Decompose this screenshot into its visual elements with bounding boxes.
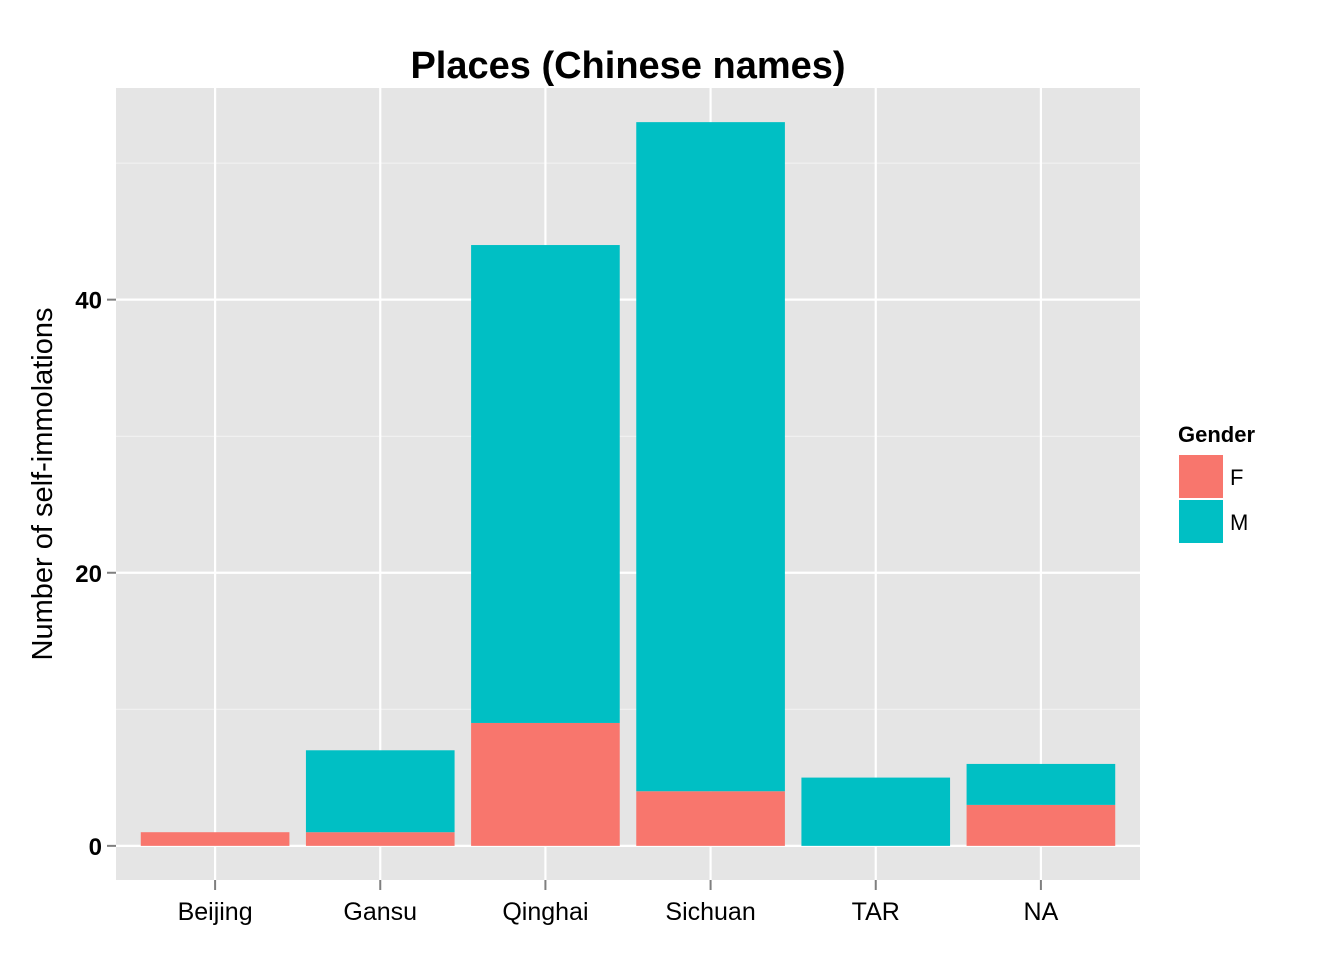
legend-label-m: M — [1230, 510, 1248, 535]
bar-m-sichuan — [636, 122, 785, 792]
y-tick-label: 40 — [75, 288, 102, 315]
legend: Gender FM — [1177, 422, 1255, 545]
bars — [140, 122, 1116, 846]
chart-title: Places (Chinese names) — [410, 45, 845, 87]
panel-background — [116, 88, 1140, 880]
legend-key-m — [1177, 498, 1225, 545]
x-tick-label: Gansu — [343, 898, 417, 926]
legend-title: Gender — [1178, 422, 1255, 447]
x-tick-label: Sichuan — [665, 898, 755, 926]
x-axis: Beijing Gansu Qinghai Sichuan TAR NA — [178, 880, 1059, 926]
x-tick-label: TAR — [852, 898, 900, 926]
bar-f-na — [966, 804, 1116, 846]
legend-label-f: F — [1230, 465, 1243, 490]
minor-gridlines — [116, 162, 1140, 710]
bar-m-tar — [801, 777, 951, 846]
y-tick-label: 0 — [89, 834, 102, 861]
x-tick-label: NA — [1024, 898, 1059, 926]
bar-f-beijing — [140, 832, 290, 846]
bar-m-na — [966, 763, 1116, 805]
bar-f-gansu — [305, 832, 455, 846]
bar-m-qinghai — [471, 245, 620, 723]
y-axis: 0 20 40 — [75, 288, 116, 861]
y-tick-label: 20 — [75, 561, 102, 588]
bar-m-gansu — [305, 750, 455, 833]
x-tick-label: Beijing — [178, 898, 253, 926]
bar-f-qinghai — [471, 722, 620, 846]
legend-key-f — [1177, 453, 1225, 500]
x-tick-label: Qinghai — [502, 898, 588, 926]
bar-f-sichuan — [636, 791, 785, 846]
y-axis-label: Number of self-immolations — [27, 308, 59, 661]
